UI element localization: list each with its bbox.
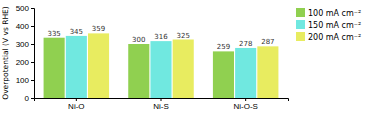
legend-label: 100 mA cm⁻² (308, 9, 361, 18)
chart: 0 100 200 300 400 500 Ni-O Ni-S Ni-O-S Overpotent… (0, 0, 378, 114)
x-tick: Ni-S (153, 98, 169, 111)
bar (66, 36, 87, 98)
y-tick-mark (31, 80, 34, 81)
y-tick-label: 400 (16, 22, 30, 31)
y-tick-label: 300 (16, 40, 30, 49)
bar (44, 38, 65, 98)
legend-swatch (296, 20, 305, 29)
x-tick-label: Ni-O-S (233, 102, 257, 111)
data-label: 259 (217, 43, 230, 51)
bar (257, 46, 278, 98)
x-tick-mark (76, 98, 77, 101)
x-tick: Ni-O (68, 98, 84, 111)
y-axis: 0 100 200 300 400 500 (16, 4, 35, 103)
bar (88, 33, 109, 98)
x-tick: Ni-O-S (233, 98, 257, 111)
x-tick-mark (161, 98, 162, 101)
bar (235, 48, 256, 98)
data-label: 287 (261, 38, 274, 46)
x-axis: Ni-O Ni-S Ni-O-S (35, 98, 289, 111)
y-tick-mark (31, 98, 34, 99)
y-tick-mark (31, 8, 34, 9)
legend-swatch (296, 8, 305, 17)
legend-label: 150 mA cm⁻² (308, 21, 361, 30)
y-axis-title: Overpotential (V vs RHE) (1, 6, 10, 100)
bar (128, 44, 149, 98)
data-label: 335 (47, 30, 60, 38)
data-label: 300 (132, 36, 145, 44)
x-tick-label: Ni-S (153, 102, 169, 111)
y-tick: 300 (16, 40, 34, 49)
y-tick-mark (31, 62, 34, 63)
y-tick: 200 (16, 58, 34, 67)
y-tick: 0 (25, 94, 34, 103)
bars (44, 33, 279, 98)
y-tick-mark (31, 44, 34, 45)
y-tick: 500 (16, 4, 34, 13)
bar (150, 41, 171, 98)
y-tick: 400 (16, 22, 34, 31)
x-tick-mark (245, 98, 246, 101)
x-axis-line (35, 99, 289, 102)
y-tick: 100 (16, 76, 34, 85)
legend-item: 100 mA cm⁻² (296, 8, 361, 18)
legend-label: 200 mA cm⁻² (308, 33, 361, 42)
data-label: 359 (92, 25, 105, 33)
bar (173, 40, 194, 99)
bar (213, 51, 234, 98)
data-label: 316 (154, 33, 168, 41)
legend: 100 mA cm⁻² 150 mA cm⁻² 200 mA cm⁻² (296, 8, 361, 42)
x-tick-label: Ni-O (68, 102, 84, 111)
y-axis-line (31, 9, 35, 99)
y-tick-label: 100 (16, 76, 30, 85)
data-label: 278 (239, 40, 252, 48)
data-label: 325 (177, 32, 190, 40)
data-label: 345 (70, 28, 83, 36)
legend-item: 150 mA cm⁻² (296, 20, 361, 30)
y-tick-label: 0 (25, 94, 30, 103)
data-labels: 335 300 259 345 316 278 359 325 287 (47, 25, 274, 51)
legend-swatch (296, 32, 305, 41)
y-tick-label: 500 (16, 4, 30, 13)
y-tick-label: 200 (16, 58, 30, 67)
y-tick-mark (31, 26, 34, 27)
legend-item: 200 mA cm⁻² (296, 32, 361, 42)
